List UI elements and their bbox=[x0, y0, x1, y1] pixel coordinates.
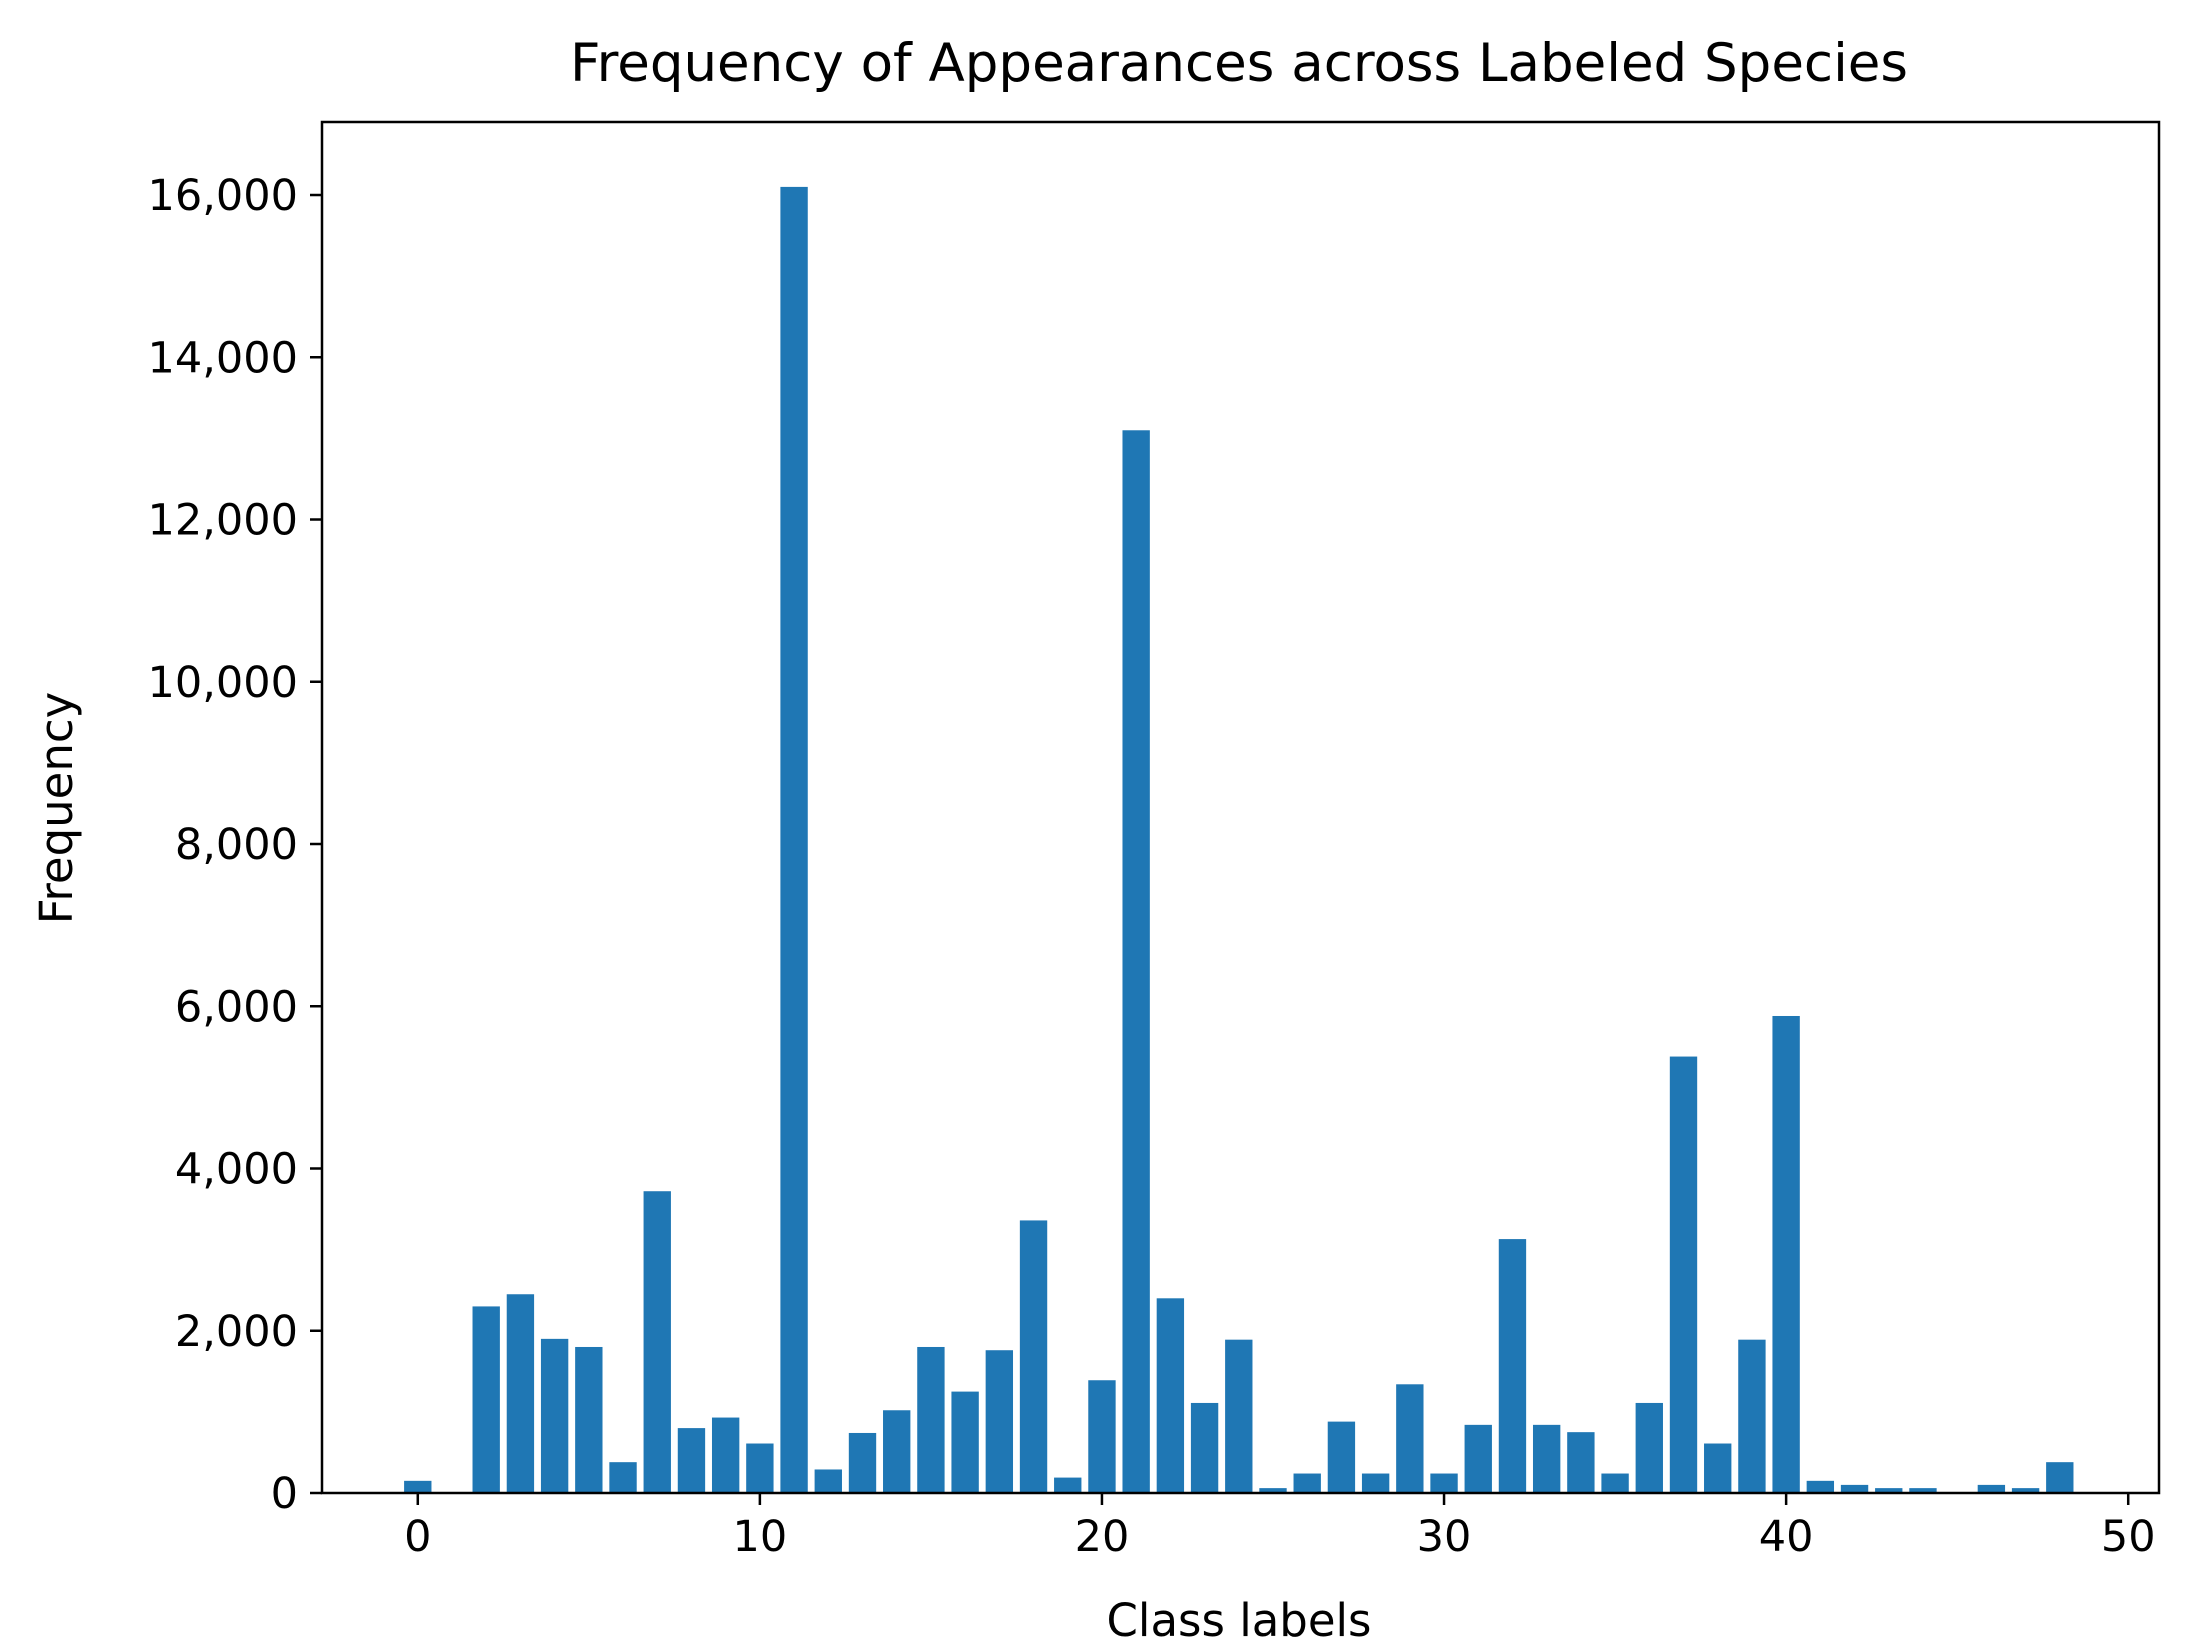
y-tick-label: 4,000 bbox=[175, 1145, 298, 1195]
bar-class-24 bbox=[1225, 1339, 1253, 1493]
x-tick-label: 30 bbox=[1417, 1512, 1472, 1562]
bar-class-46 bbox=[1977, 1484, 2006, 1493]
bar-class-38 bbox=[1704, 1443, 1732, 1493]
bar-class-25 bbox=[1259, 1488, 1287, 1493]
y-axis-label: Frequency bbox=[30, 692, 83, 924]
bar-class-3 bbox=[506, 1294, 535, 1493]
bar-class-27 bbox=[1327, 1421, 1356, 1493]
x-tick-label: 20 bbox=[1075, 1512, 1130, 1562]
bar-class-26 bbox=[1293, 1473, 1321, 1493]
bar-class-18 bbox=[1019, 1220, 1048, 1493]
y-tick-label: 8,000 bbox=[175, 820, 298, 870]
bar-class-28 bbox=[1361, 1473, 1390, 1493]
bar-class-39 bbox=[1738, 1339, 1766, 1493]
bar-class-8 bbox=[677, 1428, 706, 1493]
x-tick-label: 50 bbox=[2101, 1512, 2156, 1562]
bars-group bbox=[404, 186, 2074, 1493]
bar-class-13 bbox=[848, 1432, 877, 1493]
y-tick-label: 0 bbox=[271, 1469, 298, 1519]
bar-class-21 bbox=[1122, 430, 1150, 1493]
bar-class-41 bbox=[1806, 1480, 1835, 1493]
bar-class-47 bbox=[2011, 1488, 2040, 1493]
bar-class-11 bbox=[780, 186, 808, 1493]
bar-class-12 bbox=[814, 1469, 842, 1493]
bar-class-7 bbox=[643, 1191, 671, 1493]
x-tick-label: 0 bbox=[404, 1512, 431, 1562]
y-tick-label: 6,000 bbox=[175, 982, 298, 1032]
bar-class-36 bbox=[1635, 1402, 1663, 1493]
bar-class-33 bbox=[1532, 1424, 1561, 1493]
bar-class-22 bbox=[1156, 1298, 1185, 1493]
bar-class-4 bbox=[540, 1338, 569, 1493]
bar-class-9 bbox=[711, 1417, 740, 1493]
bar-class-17 bbox=[985, 1350, 1014, 1493]
chart-title: Frequency of Appearances across Labeled … bbox=[570, 33, 1908, 94]
bar-class-42 bbox=[1840, 1484, 1869, 1493]
bar-class-44 bbox=[1909, 1488, 1937, 1493]
bar-class-31 bbox=[1464, 1424, 1492, 1493]
bar-class-10 bbox=[746, 1443, 774, 1493]
bar-class-48 bbox=[2046, 1462, 2074, 1493]
bar-class-43 bbox=[1875, 1488, 1903, 1493]
bar-class-23 bbox=[1190, 1402, 1219, 1493]
y-tick-label: 2,000 bbox=[175, 1307, 298, 1357]
bar-class-40 bbox=[1772, 1015, 1800, 1493]
bar-class-15 bbox=[917, 1346, 945, 1493]
y-tick-label: 10,000 bbox=[148, 658, 298, 708]
bar-class-16 bbox=[951, 1391, 979, 1493]
bar-class-5 bbox=[575, 1346, 603, 1493]
bar-class-14 bbox=[883, 1410, 911, 1493]
y-tick-label: 14,000 bbox=[148, 333, 298, 383]
plot-frame bbox=[320, 120, 2161, 1495]
x-axis-ticks: 0 10 20 30 40 50 bbox=[404, 1493, 2156, 1562]
x-axis-label: Class labels bbox=[1107, 1594, 1372, 1645]
y-axis-ticks: 0 2,000 4,000 6,000 8,000 10,000 12,000 14,000 1… bbox=[148, 171, 322, 1519]
bar-class-6 bbox=[609, 1462, 637, 1493]
bar-class-29 bbox=[1396, 1384, 1424, 1493]
bar-class-32 bbox=[1498, 1239, 1527, 1493]
bar-class-0 bbox=[404, 1480, 432, 1493]
bar-class-19 bbox=[1054, 1477, 1082, 1493]
bar-class-30 bbox=[1430, 1473, 1458, 1493]
x-tick-label: 10 bbox=[733, 1512, 788, 1562]
y-tick-label: 12,000 bbox=[148, 496, 298, 546]
bar-class-20 bbox=[1088, 1380, 1116, 1493]
bar-class-34 bbox=[1567, 1432, 1595, 1493]
bar-class-35 bbox=[1601, 1473, 1629, 1493]
bar-class-37 bbox=[1669, 1056, 1698, 1493]
bar-class-2 bbox=[472, 1306, 500, 1493]
y-tick-label: 16,000 bbox=[148, 171, 298, 221]
x-tick-label: 40 bbox=[1759, 1512, 1814, 1562]
